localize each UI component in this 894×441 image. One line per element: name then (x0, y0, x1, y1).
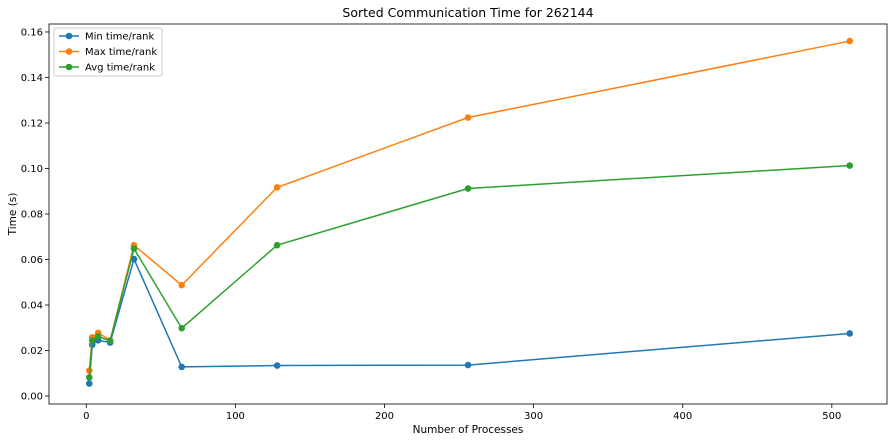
data-point (85, 380, 93, 387)
data-point (464, 114, 472, 121)
x-tick-label: 400 (673, 411, 692, 422)
y-tick-label: 0.16 (21, 27, 43, 38)
data-point (85, 374, 93, 381)
legend: Min time/rank Max time/rank Avg time/rank (53, 27, 163, 77)
legend-label: Min time/rank (85, 32, 154, 43)
x-axis-ticks: 0 100 200 300 400 500 (83, 404, 841, 422)
data-point (94, 333, 102, 340)
y-tick-label: 0.12 (21, 118, 43, 129)
data-point (106, 337, 114, 345)
legend-item: Max time/rank (59, 47, 157, 58)
series-layer (85, 37, 854, 387)
data-point (464, 361, 472, 369)
plot-area-frame (48, 23, 888, 405)
series-2 (85, 37, 854, 374)
y-axis-ticks: 0.00 0.02 0.04 0.06 0.08 0.10 0.12 0.14 0.16 (21, 27, 49, 403)
legend-item: Avg time/rank (59, 63, 155, 74)
data-point (88, 336, 96, 344)
y-tick-label: 0.10 (21, 164, 43, 175)
x-tick-label: 200 (375, 411, 394, 422)
y-tick-label: 0.02 (21, 346, 43, 357)
y-tick-label: 0.06 (21, 255, 43, 266)
legend-label: Max time/rank (85, 47, 157, 58)
legend-box (53, 27, 163, 77)
x-tick-label: 0 (83, 411, 89, 422)
legend-marker (65, 48, 73, 55)
data-point (178, 281, 186, 289)
y-tick-label: 0.00 (21, 392, 43, 403)
data-point (846, 162, 854, 169)
legend-item: Min time/rank (59, 32, 154, 43)
chart-title: Sorted Communication Time for 262144 (342, 5, 593, 20)
data-point (846, 37, 854, 45)
y-tick-label: 0.14 (21, 73, 43, 84)
data-point (846, 330, 854, 337)
x-tick-label: 500 (822, 411, 841, 422)
data-point (178, 324, 186, 332)
series-3 (85, 162, 854, 381)
legend-marker (65, 32, 73, 40)
x-tick-label: 300 (524, 411, 543, 422)
series-line (88, 40, 850, 371)
data-point (273, 241, 281, 249)
x-axis-label: Number of Processes (413, 424, 524, 436)
data-point (273, 362, 281, 369)
data-point (130, 245, 138, 252)
x-tick-label: 100 (226, 411, 245, 422)
legend-label: Avg time/rank (85, 63, 155, 74)
y-tick-label: 0.08 (21, 210, 43, 221)
legend-marker (65, 63, 73, 71)
data-point (178, 363, 186, 371)
series-line (88, 164, 850, 378)
data-point (273, 184, 281, 191)
series-1 (85, 255, 854, 387)
y-axis-label: Time (s) (7, 193, 19, 237)
data-point (464, 185, 472, 192)
y-tick-label: 0.04 (21, 301, 43, 312)
